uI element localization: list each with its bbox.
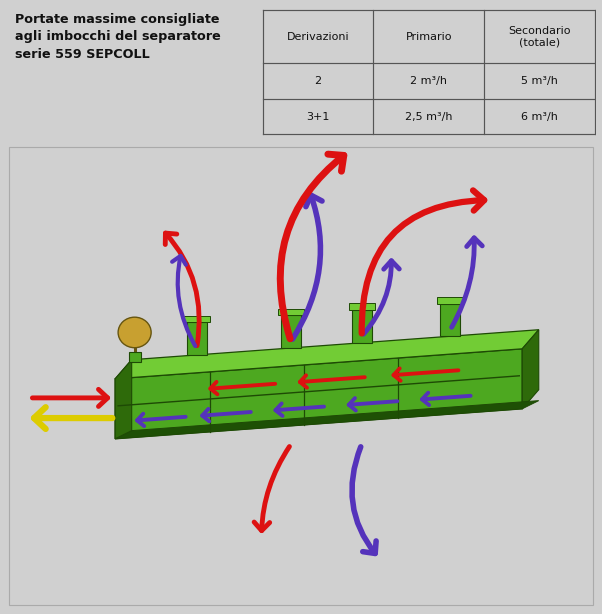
Bar xyxy=(281,315,301,348)
Text: 2,5 m³/h: 2,5 m³/h xyxy=(405,112,453,122)
Bar xyxy=(440,303,461,336)
FancyArrowPatch shape xyxy=(394,368,458,381)
FancyArrowPatch shape xyxy=(422,393,471,405)
FancyArrowPatch shape xyxy=(254,446,290,530)
FancyArrowPatch shape xyxy=(210,382,275,394)
Circle shape xyxy=(118,317,151,348)
Text: Derivazioni: Derivazioni xyxy=(287,32,349,42)
Text: 6 m³/h: 6 m³/h xyxy=(521,112,558,122)
Text: Primario: Primario xyxy=(406,32,452,42)
FancyArrowPatch shape xyxy=(276,403,324,416)
Bar xyxy=(349,303,375,310)
Text: 5 m³/h: 5 m³/h xyxy=(521,76,558,86)
Polygon shape xyxy=(523,330,539,409)
FancyArrowPatch shape xyxy=(166,233,199,346)
FancyArrowPatch shape xyxy=(293,195,322,339)
Text: 2 m³/h: 2 m³/h xyxy=(410,76,447,86)
FancyArrowPatch shape xyxy=(362,190,484,333)
FancyArrowPatch shape xyxy=(34,407,113,429)
FancyArrowPatch shape xyxy=(349,398,397,411)
Text: 3+1: 3+1 xyxy=(306,112,330,122)
Bar xyxy=(184,316,209,322)
Text: 2: 2 xyxy=(314,76,321,86)
FancyArrowPatch shape xyxy=(300,375,365,387)
FancyArrowPatch shape xyxy=(452,238,482,327)
Bar xyxy=(437,297,464,303)
FancyArrowPatch shape xyxy=(172,256,195,346)
Polygon shape xyxy=(115,330,539,379)
FancyArrowPatch shape xyxy=(352,447,376,553)
Polygon shape xyxy=(115,349,523,439)
Polygon shape xyxy=(115,360,132,439)
Bar xyxy=(278,309,304,315)
FancyArrowPatch shape xyxy=(202,409,251,421)
FancyArrowPatch shape xyxy=(281,154,344,339)
FancyArrowPatch shape xyxy=(364,261,399,334)
Text: Portate massime consigliate
agli imbocchi del separatore
serie 559 SEPCOLL: Portate massime consigliate agli imbocch… xyxy=(15,13,220,61)
Bar xyxy=(129,352,140,362)
Bar xyxy=(187,322,206,355)
Polygon shape xyxy=(115,400,539,439)
Text: 3t.by: 3t.by xyxy=(248,498,354,532)
Text: Secondario
(totale): Secondario (totale) xyxy=(508,26,571,48)
Bar xyxy=(352,310,372,343)
FancyArrowPatch shape xyxy=(33,389,108,406)
FancyArrowPatch shape xyxy=(137,414,185,426)
